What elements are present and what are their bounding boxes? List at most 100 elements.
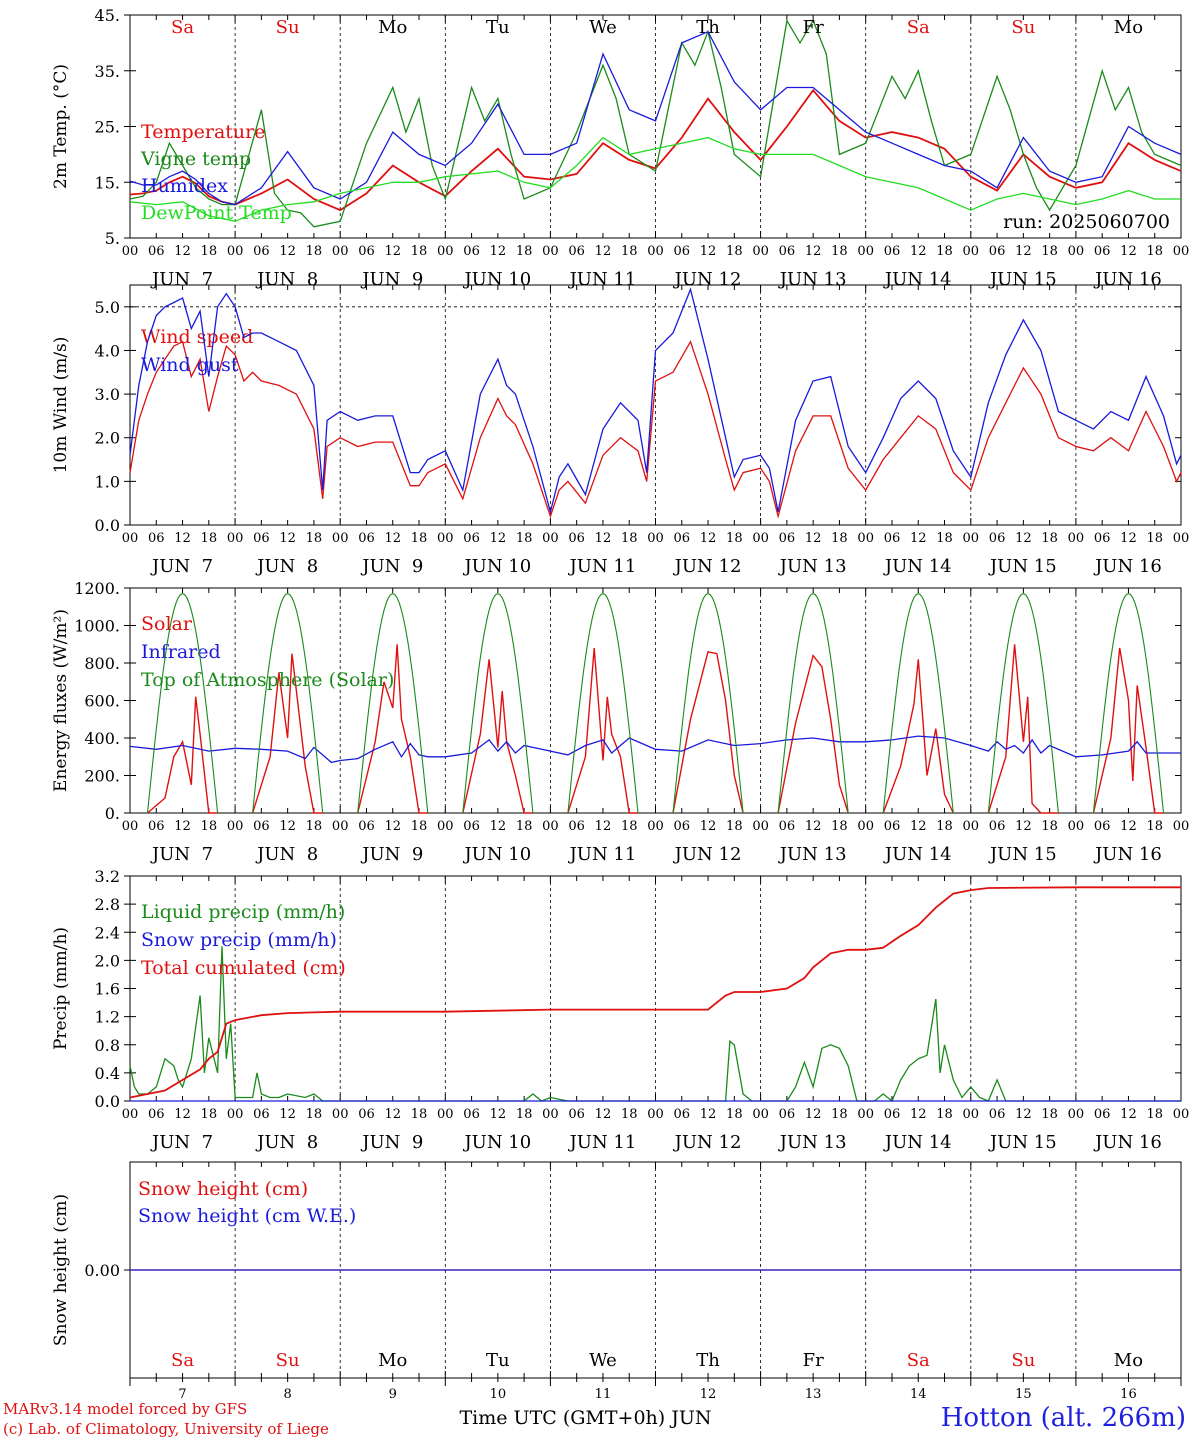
x-hour-label: 12 [700,819,717,834]
x-hour-label: 06 [1094,1107,1111,1122]
y-tick-label: 2.0 [95,429,120,448]
legend-entry: Wind gust [141,354,239,376]
x-hour-label: 00 [122,819,139,834]
x-day-label: JUN 9 [360,1132,423,1153]
x-hour-label: 00 [963,819,980,834]
x-hour-label: 18 [621,1107,638,1122]
x-hour-label: 00 [647,531,664,546]
x-hour-label: 06 [779,819,796,834]
x-hour-label: 00 [857,819,874,834]
x-day-label: JUN 10 [462,1132,531,1153]
x-hour-label: 00 [122,531,139,546]
x-hour-label: 06 [989,1107,1006,1122]
x-hour-label: 00 [752,819,769,834]
x-hour-label: 12 [595,244,612,259]
day-number-label: 7 [178,1387,186,1402]
x-hour-label: 06 [989,531,1006,546]
series-line [129,88,1182,212]
x-day-label: JUN 12 [673,269,742,290]
x-hour-label: 18 [306,244,323,259]
y-tick-label: 0.4 [95,1064,120,1083]
x-hour-label: 06 [674,819,691,834]
weekday-label: Tu [486,17,510,38]
x-hour-label: 12 [910,819,927,834]
x-hour-label: 18 [306,531,323,546]
x-hour-label: 18 [306,819,323,834]
series-line [129,287,1182,515]
x-hour-label: 06 [568,244,585,259]
series-solar [987,644,1059,814]
x-day-label: JUN 13 [778,844,847,865]
x-hour-label: 12 [490,531,507,546]
series-solar [251,653,323,814]
x-day-label: JUN 8 [255,269,318,290]
x-hour-label: 00 [1068,1107,1085,1122]
x-hour-label: 18 [201,1107,218,1122]
x-day-label: JUN 11 [568,556,637,577]
x-hour-label: 18 [831,531,848,546]
series-line [129,18,1182,228]
series-toa-solar [672,592,744,814]
series-solar [357,644,428,814]
x-hour-label: 12 [1120,819,1137,834]
x-hour-label: 12 [910,244,927,259]
y-tick-label: 800. [84,654,120,673]
x-hour-label: 18 [411,1107,428,1122]
x-hour-label: 18 [411,531,428,546]
station-name: Hotton (alt. 266m) [940,1403,1186,1433]
day-number-label: 13 [805,1387,822,1402]
x-hour-label: 06 [674,244,691,259]
y-tick-label: 5.0 [95,298,120,317]
series-toa-solar [1092,592,1165,814]
legend-entry: Snow height (cm W.E.) [138,1205,356,1227]
y-tick-label: 2.4 [95,923,120,942]
x-hour-label: 00 [437,244,454,259]
x-hour-label: 12 [490,819,507,834]
legend-entry: Top of Atmosphere (Solar) [141,669,394,691]
x-hour-label: 12 [805,1107,822,1122]
y-axis-label: Snow height (cm) [51,1194,71,1346]
x-hour-label: 18 [516,531,533,546]
series-line [129,735,1181,764]
x-hour-label: 12 [1015,819,1032,834]
y-tick-label: 0.8 [95,1036,120,1055]
x-day-label: JUN 14 [883,844,952,865]
x-hour-label: 18 [1146,531,1163,546]
x-day-label: JUN 14 [883,556,952,577]
x-hour-label: 00 [227,819,244,834]
x-hour-label: 18 [726,244,743,259]
x-hour-label: 12 [700,244,717,259]
x-hour-label: 06 [779,244,796,259]
x-hour-label: 06 [1094,531,1111,546]
y-tick-label: 2.0 [95,951,120,970]
series-line [129,340,1182,519]
x-day-label: JUN 8 [255,556,318,577]
day-number-label: 15 [1015,1387,1032,1402]
x-hour-label: 06 [884,1107,901,1122]
y-tick-label: 0.00 [84,1261,120,1280]
x-day-label: JUN 11 [568,1132,637,1153]
x-day-label: JUN 16 [1093,844,1162,865]
legend-entry: Total cumulated (cm) [141,957,346,979]
x-day-label: JUN 15 [988,1132,1057,1153]
series-toa-solar [146,592,219,814]
x-hour-label: 00 [647,819,664,834]
x-hour-label: 06 [253,244,270,259]
x-hour-label: 18 [831,244,848,259]
x-hour-label: 06 [148,244,165,259]
legend-entry: Snow height (cm) [138,1178,308,1200]
x-day-label: JUN 13 [778,556,847,577]
x-hour-label: 06 [358,531,375,546]
y-tick-label: 4.0 [95,341,120,360]
y-tick-label: 0.0 [95,516,120,535]
x-hour-label: 18 [831,819,848,834]
x-hour-label: 12 [384,244,401,259]
weekday-label: Fr [803,1350,824,1371]
y-tick-label: 0.0 [95,1092,120,1111]
legend-entry: Solar [141,613,193,635]
x-hour-label: 00 [332,531,349,546]
x-hour-label: 06 [148,531,165,546]
weekday-label: Fr [803,17,824,38]
y-tick-label: 1000. [74,617,120,636]
x-hour-label: 06 [1094,244,1111,259]
